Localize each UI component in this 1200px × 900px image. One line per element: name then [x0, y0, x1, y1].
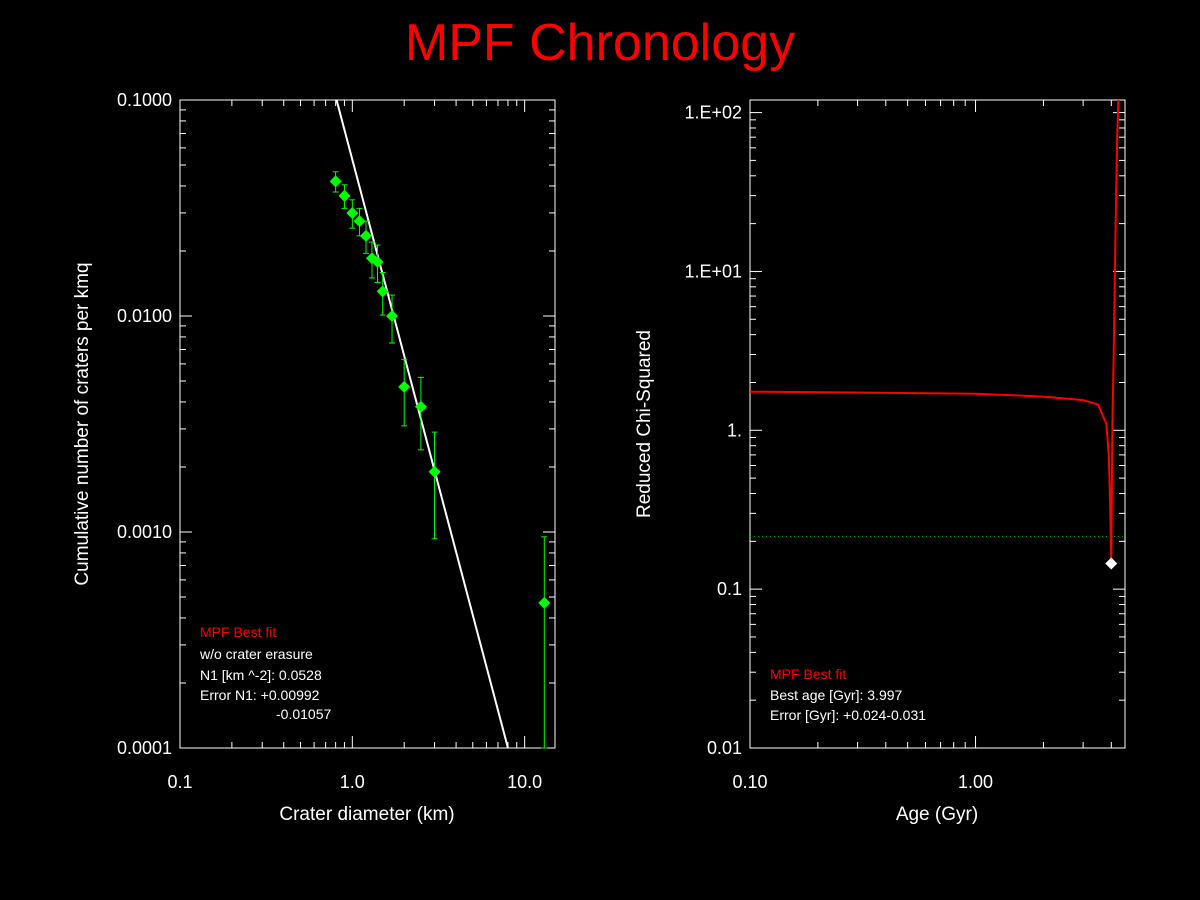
crater-legend-line: -0.01057	[276, 706, 331, 722]
crater-x-tick-label: 1.0	[340, 772, 365, 792]
chi-legend-title: MPF Best fit	[770, 666, 846, 682]
crater-ylabel: Cumulative number of craters per kmq	[72, 262, 93, 585]
chi-ylabel: Reduced Chi-Squared	[634, 330, 655, 518]
crater-x-tick-label: 0.1	[167, 772, 192, 792]
chi-x-tick-label: 1.00	[958, 772, 993, 792]
chi-x-tick-label: 0.10	[732, 772, 767, 792]
chi-xlabel: Age (Gyr)	[896, 804, 978, 825]
chi-best-point	[1105, 557, 1118, 570]
crater-y-tick-label: 0.0001	[117, 738, 172, 758]
crater-x-tick-label: 10.0	[507, 772, 542, 792]
crater-legend-title: MPF Best fit	[200, 624, 276, 640]
crater-data-point	[538, 596, 551, 609]
crater-y-tick-label: 0.1000	[117, 90, 172, 110]
chi-legend-line: Best age [Gyr]: 3.997	[770, 687, 903, 703]
page-title: MPF Chronology	[405, 14, 795, 72]
crater-xlabel: Crater diameter (km)	[279, 804, 454, 825]
crater-data-point	[398, 380, 411, 393]
crater-data-point	[353, 215, 366, 228]
crater-plot: 0.1 1.0 10.0 0.1000 0.0100 0.0010 0.0001 Crate…	[72, 90, 556, 825]
crater-fit-line	[335, 99, 509, 749]
crater-data-point	[414, 400, 427, 413]
crater-data-point	[329, 175, 342, 188]
crater-fit-layer	[335, 99, 509, 749]
crater-data-point	[428, 465, 441, 478]
chi-lines-layer	[749, 99, 1125, 570]
chi-curve	[749, 99, 1120, 564]
crater-data-point	[386, 310, 399, 322]
crater-y-tick-label: 0.0100	[117, 306, 172, 326]
crater-data-point	[346, 206, 359, 219]
chi-y-tick-label: 0.1	[717, 579, 742, 599]
crater-data-point	[338, 189, 351, 202]
chi-plot-frame	[749, 99, 1126, 749]
crater-data-point	[371, 255, 384, 268]
crater-legend-line: Error N1: +0.00992	[200, 687, 320, 703]
chi-y-tick-label: 1.E+02	[684, 103, 742, 123]
crater-data-point	[359, 229, 372, 242]
chi-y-tick-label: 1.	[727, 420, 742, 440]
crater-plot-frame	[179, 99, 556, 749]
crater-points-layer	[329, 171, 551, 749]
crater-plot-ticks: 0.1 1.0 10.0 0.1000 0.0100 0.0010 0.0001	[117, 90, 555, 792]
chi-plot: 0.10 1.001.E+021.E+011.0.10.01 Age (Gyr) …	[634, 99, 1126, 825]
chi-y-tick-label: 1.E+01	[684, 261, 742, 281]
crater-y-tick-label: 0.0010	[117, 522, 172, 542]
crater-data-point	[376, 285, 389, 298]
crater-legend-line: w/o crater erasure	[199, 646, 313, 662]
chi-plot-ticks: 0.10 1.00 1.E+02 1.E+01 1. 0.1 0.01	[684, 100, 1125, 792]
crater-legend-line: N1 [km ^-2]: 0.0528	[200, 667, 322, 683]
chi-legend: MPF Best fit Best age [Gyr]: 3.997 Error…	[770, 666, 926, 723]
chi-y-tick-label: 0.01	[707, 738, 742, 758]
crater-legend: MPF Best fit w/o crater erasure N1 [km ^…	[199, 624, 331, 722]
chi-legend-line: Error [Gyr]: +0.024-0.031	[770, 707, 926, 723]
